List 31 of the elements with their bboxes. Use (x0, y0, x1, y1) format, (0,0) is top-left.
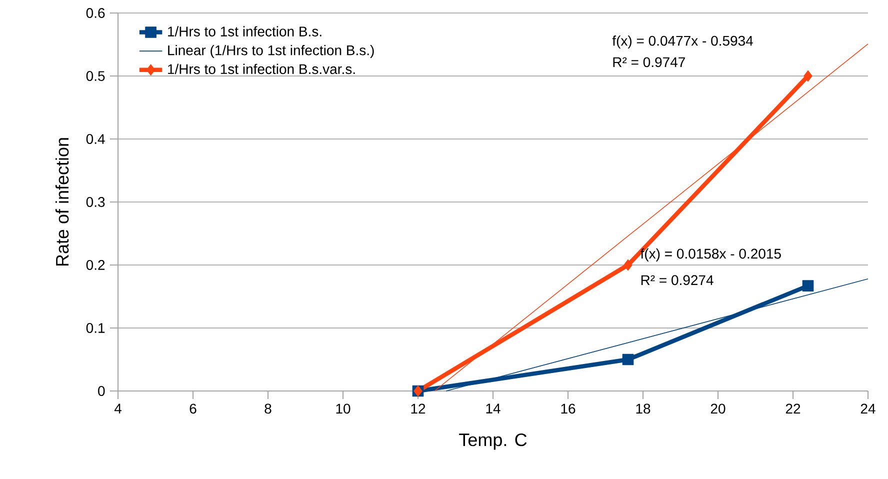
x-tick-label: 10 (336, 404, 350, 414)
y-tick-label: 0.3 (86, 197, 105, 207)
point (622, 354, 634, 366)
point (624, 259, 632, 271)
x-tick-label: 24 (860, 404, 876, 414)
y-tick-label: 0 (98, 386, 105, 396)
x-tick-label: 16 (561, 404, 576, 414)
x-tick-label: 12 (411, 404, 426, 414)
annotation: f(x) = 0.0158x - 0.2015 (640, 248, 781, 262)
point (802, 280, 814, 292)
x-tick-label: 8 (264, 404, 272, 414)
legend-label: Linear (1/Hrs to 1st infection B.s.) (168, 44, 374, 58)
annotation: f(x) = 0.0477x - 0.5934 (612, 35, 753, 49)
x-tick-label: 6 (190, 404, 196, 414)
y-tick-label: 0.1 (86, 323, 105, 333)
point (804, 70, 812, 82)
annotation: R² = 0.9747 (613, 57, 685, 68)
x-tick-label: 20 (710, 404, 726, 414)
x-tick-label: 22 (786, 404, 800, 414)
x-tick-label: 14 (486, 404, 500, 414)
y-tick-label: 0.5 (86, 71, 105, 81)
y-axis-title: Rate of infection (55, 138, 69, 266)
x-tick-label: 4 (114, 404, 122, 414)
legend-label: 1/Hrs to 1st infection B.s.var.s. (168, 64, 355, 74)
y-tick-label: 0.2 (86, 260, 105, 270)
y-tick-label: 0.4 (86, 134, 105, 144)
legend-label: 1/Hrs to 1st infection B.s. (168, 26, 322, 36)
x-axis-title: Temp. C (459, 433, 527, 450)
annotation: R² = 0.9274 (641, 275, 714, 286)
x-tick-label: 18 (636, 404, 650, 414)
y-tick-label: 0.6 (86, 8, 105, 18)
